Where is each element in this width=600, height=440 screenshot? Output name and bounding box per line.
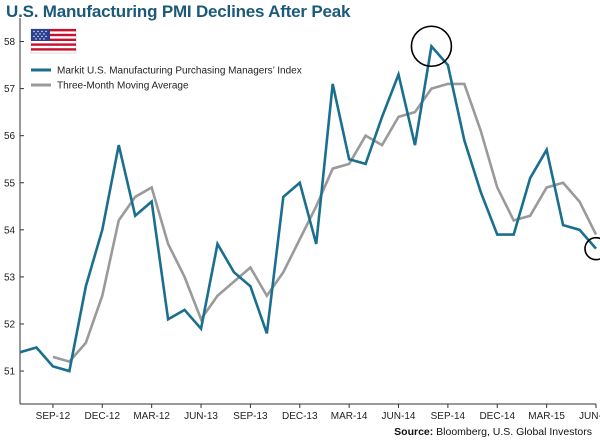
- y-tick-label: 55: [4, 178, 16, 189]
- annotations: [410, 25, 600, 261]
- y-tick-label: 51: [4, 367, 16, 378]
- x-tick-label: DEC-13: [282, 411, 318, 422]
- axes: 51 52 53 54 55 56 57 58 SEP-12 DEC-12 MAR-12 JUN-13…: [4, 18, 600, 422]
- y-tick-label: 53: [4, 272, 16, 283]
- y-tick-label: 52: [4, 319, 16, 330]
- x-tick-label: MAR-14: [331, 411, 368, 422]
- x-tick-label: SEP-14: [431, 411, 466, 422]
- annotation-circle-latest: [584, 236, 600, 261]
- annotation-circle-peak: [410, 25, 453, 68]
- x-tick-label: JUN-15: [579, 411, 600, 422]
- series-layer: [19, 43, 598, 373]
- y-tick-label: 58: [4, 37, 16, 48]
- source-label: Source:: [394, 426, 434, 438]
- y-tick-label: 56: [4, 131, 16, 142]
- source-text: Bloomberg, U.S. Global Investors: [436, 426, 592, 438]
- legend-label-pmi: Markit U.S. Manufacturing Purchasing Man…: [57, 66, 302, 77]
- x-tick-label: DEC-14: [479, 411, 515, 422]
- chart-title: U.S. Manufacturing PMI Declines After Pe…: [6, 2, 351, 21]
- y-tick-label: 57: [4, 84, 16, 95]
- series-line-pmi: [19, 43, 597, 373]
- us-flag-icon: [30, 28, 77, 54]
- x-tick-label: MAR-15: [528, 411, 565, 422]
- x-tick-label: SEP-12: [36, 411, 71, 422]
- legend: Markit U.S. Manufacturing Purchasing Man…: [31, 66, 302, 92]
- series-line-moving-average: [52, 82, 598, 364]
- x-tick-label: MAR-12: [133, 411, 170, 422]
- y-tick-label: 54: [4, 225, 16, 236]
- x-tick-label: SEP-13: [233, 411, 268, 422]
- x-tick-label: JUN-14: [382, 411, 416, 422]
- source-note: Source: Bloomberg, U.S. Global Investors: [394, 426, 592, 438]
- x-tick-label: JUN-13: [184, 411, 218, 422]
- x-tick-label: DEC-12: [84, 411, 120, 422]
- legend-label-moving-average: Three-Month Moving Average: [57, 81, 189, 92]
